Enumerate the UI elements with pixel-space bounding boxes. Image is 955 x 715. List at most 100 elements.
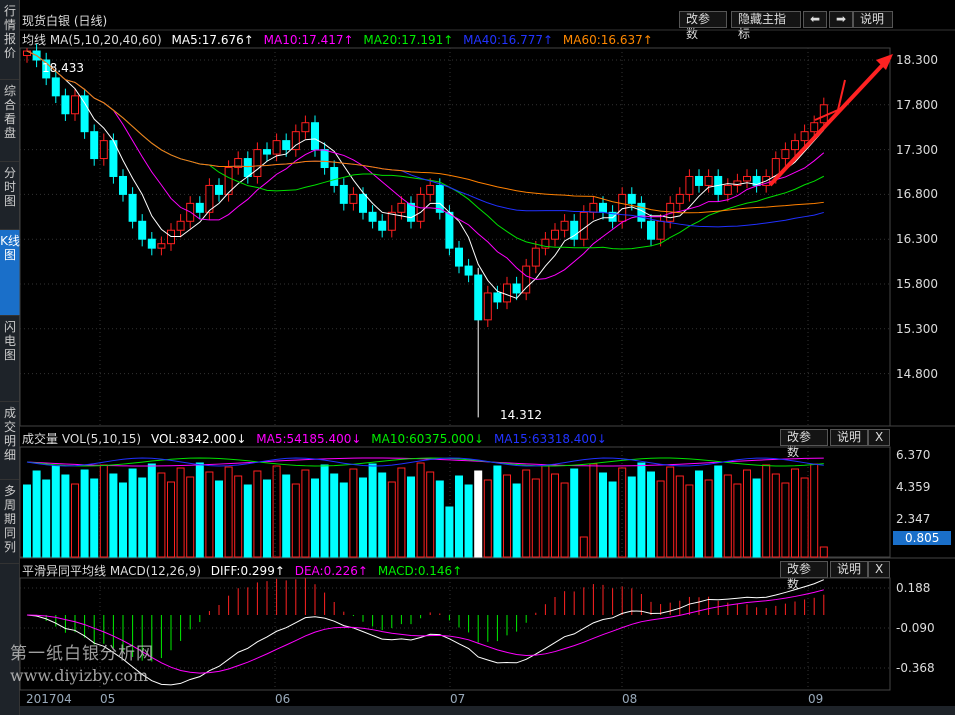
volume-bar	[771, 473, 780, 558]
volume-bar	[637, 462, 646, 558]
volume-button-0[interactable]: 改参数	[780, 429, 828, 459]
volume-bar	[215, 480, 223, 558]
candle-body	[119, 175, 127, 195]
candle-body	[426, 184, 435, 195]
volume-bar	[695, 470, 703, 558]
ma10-value: MA10:17.417↑	[263, 33, 354, 47]
volume-bar	[483, 479, 492, 558]
volume-bar	[167, 481, 175, 558]
candle-body	[743, 175, 751, 182]
volume-bar	[733, 483, 742, 558]
candle-body	[349, 193, 358, 204]
bottom-scrollbar[interactable]	[20, 706, 955, 715]
volume-bar	[349, 468, 358, 558]
header-button-3[interactable]: ➡	[829, 11, 853, 28]
candle-body	[282, 140, 291, 151]
sidebar: 行情报价 综合看盘 分时图 K线图 闪电图 成交明细 多周期同列	[0, 0, 20, 715]
volume-bar	[378, 472, 387, 558]
candle-body	[301, 122, 310, 133]
macd-button-0[interactable]: 改参数	[780, 561, 828, 591]
volume-bar	[176, 467, 185, 558]
volume-bar	[791, 468, 799, 558]
candle-body	[560, 220, 569, 231]
candle-body	[483, 292, 492, 321]
candle-body	[474, 274, 483, 321]
candle-body	[205, 184, 214, 213]
candle-body	[493, 292, 502, 303]
volume-bar	[272, 465, 281, 558]
candle-body	[503, 283, 511, 303]
candle-body	[99, 140, 108, 160]
volume-bar	[800, 477, 809, 558]
sidebar-tab-2[interactable]: 分时图	[0, 162, 20, 230]
candle-body	[378, 220, 387, 231]
trend-arrow	[768, 55, 892, 187]
volume-bar	[397, 467, 406, 558]
vol-ma10: MA10:60375.000↓	[371, 432, 485, 446]
sidebar-tab-4[interactable]: 闪电图	[0, 316, 20, 402]
candle-body	[675, 193, 684, 204]
sidebar-tab-0[interactable]: 行情报价	[0, 0, 20, 80]
volume-bar	[368, 463, 377, 558]
candle-body	[263, 149, 271, 155]
volume-bar	[647, 471, 655, 558]
sidebar-tab-6[interactable]: 多周期同列	[0, 480, 20, 564]
volume-button-2[interactable]: X	[868, 429, 890, 446]
volume-bar	[781, 482, 790, 558]
date-tick: 09	[808, 692, 824, 706]
vol-ma15: MA15:63318.400↓	[493, 432, 607, 446]
candle-body	[656, 220, 665, 240]
ma60-line	[26, 50, 824, 214]
ma5-line	[26, 50, 825, 299]
candle-body	[541, 238, 550, 249]
volume-bar	[253, 470, 262, 558]
volume-button-1[interactable]: 说明	[830, 429, 868, 446]
candle-body	[445, 211, 454, 249]
volume-bar	[810, 463, 819, 558]
macd-label: 平滑异同平均线 MACD(12,26,9)	[22, 564, 201, 578]
header-button-2[interactable]: ⬅	[803, 11, 827, 28]
candle-body	[522, 265, 531, 294]
macd-button-1[interactable]: 说明	[830, 561, 868, 578]
volume-bar	[80, 469, 89, 558]
volume-bar	[752, 478, 761, 558]
macd-legend: 平滑异同平均线 MACD(12,26,9) DIFF:0.299↑ DEA:0.…	[22, 562, 468, 579]
volume-bar	[186, 476, 195, 558]
sidebar-tab-3[interactable]: K线图	[0, 230, 20, 316]
volume-bar	[128, 468, 137, 558]
volume-bar	[570, 468, 579, 558]
volume-bar	[455, 475, 463, 558]
header-button-0[interactable]: 改参数	[679, 11, 727, 41]
volume-bar	[387, 481, 396, 558]
sidebar-tab-1[interactable]: 综合看盘	[0, 80, 20, 162]
volume-bar	[435, 480, 444, 558]
candle-body	[71, 95, 79, 115]
chart-title: 现货白银 (日线)	[22, 14, 108, 28]
candle-body	[599, 202, 607, 213]
vol-ma5: MA5:54185.400↓	[256, 432, 362, 446]
volume-bar	[551, 473, 559, 558]
candle-body	[339, 184, 348, 204]
candle-body	[176, 220, 185, 231]
sidebar-tab-5[interactable]: 成交明细	[0, 402, 20, 480]
volume-legend: 成交量 VOL(5,10,15) VOL:8342.000↓ MA5:54185…	[22, 430, 613, 447]
candle-body	[551, 229, 559, 240]
price-tick: 15.800	[896, 277, 938, 291]
header-button-4[interactable]: 说明	[853, 11, 893, 28]
volume-bar	[339, 482, 348, 558]
volume-bar	[282, 474, 291, 558]
macd-tick: 0.188	[896, 581, 931, 595]
price-tick: 17.800	[896, 97, 938, 112]
candle-body	[647, 220, 655, 240]
volume-ma-line	[26, 457, 824, 467]
volume-bar	[301, 469, 310, 558]
candle-body	[397, 202, 406, 213]
price-tick: 14.800	[896, 366, 938, 381]
candle-body	[579, 211, 588, 240]
ma-legend: 均线 MA(5,10,20,40,60) MA5:17.676↑ MA10:17…	[22, 31, 659, 48]
ma10-line	[26, 50, 825, 281]
macd-value: MACD:0.146↑	[377, 564, 463, 578]
candle-body	[570, 220, 579, 240]
watermark-text: 第一纸白银分析网	[10, 644, 154, 664]
